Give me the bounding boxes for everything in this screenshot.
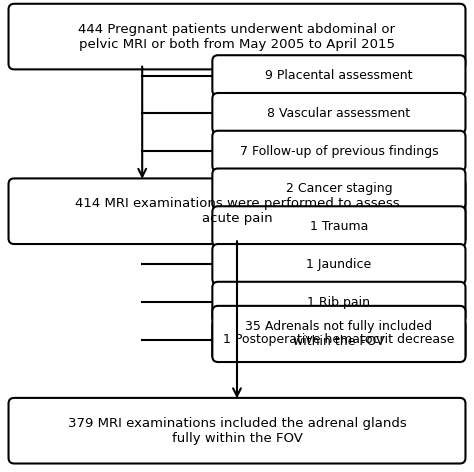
Text: 8 Vascular assessment: 8 Vascular assessment xyxy=(267,107,410,120)
FancyBboxPatch shape xyxy=(212,55,465,96)
Text: 35 Adrenals not fully included
within the FOV: 35 Adrenals not fully included within th… xyxy=(246,320,432,348)
Text: 1 Jaundice: 1 Jaundice xyxy=(306,258,372,271)
FancyBboxPatch shape xyxy=(212,169,465,209)
Text: 2 Cancer staging: 2 Cancer staging xyxy=(286,182,392,195)
FancyBboxPatch shape xyxy=(212,93,465,134)
Text: 1 Postoperative hematocrit decrease: 1 Postoperative hematocrit decrease xyxy=(223,333,455,346)
Text: 1 Rib pain: 1 Rib pain xyxy=(308,295,370,309)
FancyBboxPatch shape xyxy=(212,131,465,171)
Text: 444 Pregnant patients underwent abdominal or
pelvic MRI or both from May 2005 to: 444 Pregnant patients underwent abdomina… xyxy=(79,23,395,51)
FancyBboxPatch shape xyxy=(212,320,465,360)
FancyBboxPatch shape xyxy=(212,206,465,247)
FancyBboxPatch shape xyxy=(212,244,465,285)
Text: 379 MRI examinations included the adrenal glands
fully within the FOV: 379 MRI examinations included the adrena… xyxy=(68,417,406,445)
FancyBboxPatch shape xyxy=(212,306,465,362)
Text: 1 Trauma: 1 Trauma xyxy=(310,220,368,233)
FancyBboxPatch shape xyxy=(9,398,465,464)
FancyBboxPatch shape xyxy=(9,178,465,244)
FancyBboxPatch shape xyxy=(9,4,465,69)
Text: 9 Placental assessment: 9 Placental assessment xyxy=(265,69,413,82)
Text: 414 MRI examinations were performed to assess
acute pain: 414 MRI examinations were performed to a… xyxy=(75,197,399,225)
Text: 7 Follow-up of previous findings: 7 Follow-up of previous findings xyxy=(239,144,438,158)
FancyBboxPatch shape xyxy=(212,282,465,322)
